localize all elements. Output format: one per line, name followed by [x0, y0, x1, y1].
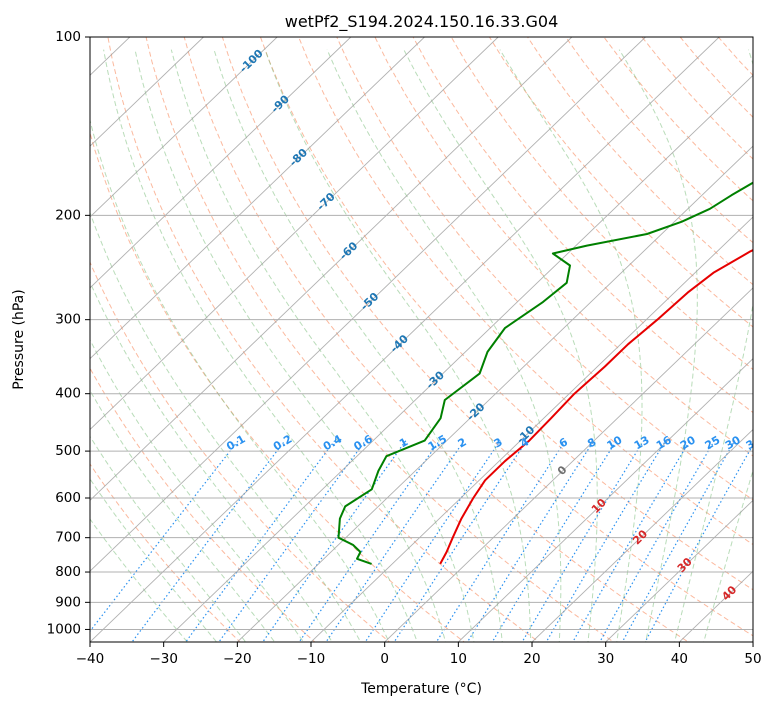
dry-adiabat-line — [90, 260, 391, 642]
y-tick-label: 500 — [55, 443, 81, 459]
moist-adiabat-line — [403, 49, 598, 642]
mixing-ratio-line — [218, 440, 366, 642]
sounding-line-2 — [337, 181, 753, 565]
moist-adiabat-line — [90, 389, 276, 642]
x-tick-label: 0 — [380, 651, 389, 667]
y-tick-label: 100 — [55, 29, 81, 45]
mixing-ratio-line — [262, 440, 407, 642]
isotherm-line — [384, 287, 753, 642]
mixing-ratio-line — [466, 440, 595, 642]
dry-adiabat-line — [298, 37, 753, 546]
y-tick-label: 600 — [55, 490, 81, 506]
y-tick-label: 900 — [55, 594, 81, 610]
x-axis-label: Temperature (°C) — [360, 681, 482, 697]
dry-adiabat-line — [259, 37, 753, 591]
moist-adiabat-line — [90, 280, 333, 642]
isotherm-line — [90, 37, 646, 572]
isotherm-line — [310, 216, 753, 642]
moist-adiabat-line — [674, 49, 753, 642]
mixing-ratio-line — [599, 440, 715, 642]
isotherm-line — [90, 37, 720, 642]
y-tick-label: 800 — [55, 564, 81, 580]
isotherm-line — [90, 37, 352, 289]
dry-adiabat-line — [90, 131, 465, 642]
y-tick-label: 700 — [55, 530, 81, 546]
isotherm-line — [90, 37, 499, 431]
moist-adiabat-line — [618, 49, 698, 642]
y-tick-label: 400 — [55, 386, 81, 402]
mixing-ratio-line — [435, 440, 566, 642]
dry-adiabat-line — [450, 37, 753, 371]
mixing-ratio-line — [621, 440, 736, 642]
x-tick-label: −30 — [149, 651, 178, 667]
moist-adiabat-line — [213, 49, 503, 642]
isotherm-line — [90, 37, 278, 218]
isotherm-line — [163, 74, 753, 642]
x-tick-label: −20 — [223, 651, 252, 667]
isotherm-line — [90, 37, 425, 360]
chart-title: wetPf2_S194.2024.150.16.33.G04 — [285, 12, 559, 32]
x-tick-label: −10 — [297, 651, 326, 667]
dry-adiabat-line — [488, 37, 753, 328]
moist-adiabat-line — [264, 49, 532, 642]
y-tick-label: 200 — [55, 207, 81, 223]
moist-adiabat-line — [170, 49, 475, 642]
moist-adiabat-line — [103, 49, 418, 642]
moist-adiabat-line — [134, 49, 447, 642]
moist-adiabat-line — [326, 49, 562, 642]
moist-adiabat-line — [703, 468, 753, 642]
mixing-ratio-line — [644, 443, 753, 642]
x-tick-label: −40 — [76, 651, 105, 667]
isotherm-line — [605, 499, 753, 642]
mixing-ratio-line — [131, 440, 286, 642]
dry-adiabat-line — [374, 37, 753, 457]
dry-adiabat-line — [90, 367, 316, 642]
isotherm-line — [90, 37, 204, 147]
moist-adiabat-line — [499, 49, 643, 642]
x-tick-label: 30 — [597, 651, 614, 667]
plot-frame — [89, 36, 754, 643]
moist-adiabat-line — [90, 211, 362, 642]
y-axis-label: Pressure (hPa) — [11, 289, 27, 389]
isotherm-line — [458, 358, 753, 642]
sounding-line-1 — [439, 249, 753, 565]
mixing-ratio-label: 36 — [744, 433, 764, 452]
x-tick-label: 20 — [523, 651, 540, 667]
isotherm-line — [531, 428, 753, 642]
y-tick-label: 1000 — [47, 621, 81, 637]
x-tick-label: 10 — [450, 651, 467, 667]
mixing-ratio-line — [364, 440, 501, 642]
dry-adiabat-line — [336, 37, 753, 501]
moist-adiabat-line — [90, 118, 390, 642]
x-tick-label: 50 — [744, 651, 761, 667]
dry-adiabat-line — [90, 463, 241, 642]
mixing-ratio-line — [545, 440, 667, 642]
y-tick-label: 300 — [55, 312, 81, 328]
x-tick-label: 40 — [671, 651, 688, 667]
dry-adiabat-line — [183, 37, 690, 642]
dry-adiabat-line — [107, 37, 540, 642]
mixing-ratio-line — [90, 440, 239, 633]
mixing-ratio-line — [572, 440, 691, 642]
isotherm-line — [90, 37, 573, 501]
dry-adiabat-line — [145, 37, 615, 642]
mixing-ratio-line — [521, 440, 645, 642]
isotherm-line — [237, 145, 753, 642]
